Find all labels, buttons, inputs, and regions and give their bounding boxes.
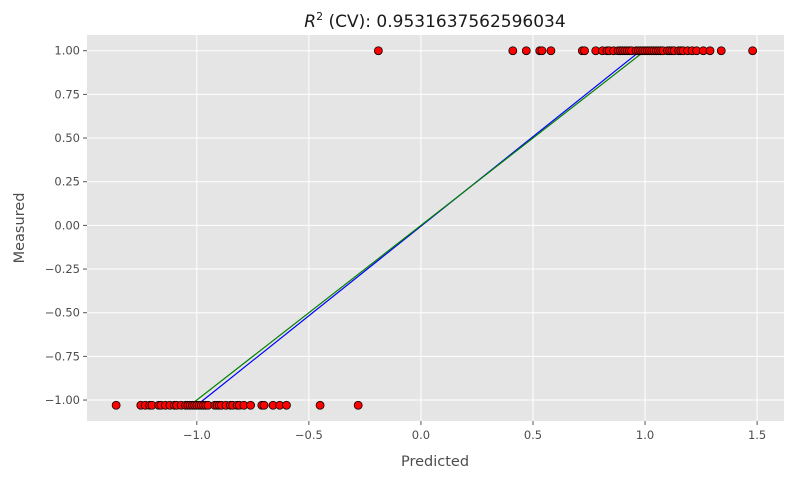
title-superscript: 2 (316, 10, 323, 23)
data-point (580, 46, 589, 56)
data-point (546, 46, 556, 56)
y-tick-label: −1.00 (45, 393, 80, 407)
plot-background (87, 35, 784, 421)
x-axis-label: Predicted (401, 454, 469, 470)
data-point (748, 46, 758, 56)
y-tick-label: −0.75 (45, 349, 80, 363)
data-point (373, 46, 383, 56)
x-tick-label: −0.5 (295, 428, 323, 442)
data-point (111, 400, 121, 410)
grid-lines (87, 35, 784, 421)
title-text: (CV): 0.9531637562596034 (323, 12, 566, 32)
x-tick-label: −1.0 (183, 428, 211, 442)
x-tick-label: 0.5 (524, 428, 542, 442)
y-tick-label: 1.00 (54, 44, 80, 58)
data-point (259, 400, 269, 410)
data-point (315, 400, 325, 410)
y-axis-ticks: 1.00 0.75 0.50 0.25 0.00 −0.25 −0.50 −0.75 −1.00 (45, 44, 87, 407)
data-point (705, 46, 715, 56)
data-point (246, 400, 256, 410)
x-tick-label: 1.0 (636, 428, 654, 442)
data-point (537, 46, 547, 56)
y-axis-label: Measured (12, 193, 28, 264)
x-tick-label: 1.5 (748, 428, 766, 442)
fit-line (196, 50, 641, 406)
y-tick-label: −0.25 (45, 262, 80, 276)
data-point (508, 46, 518, 56)
data-point (353, 400, 363, 410)
regression-lines (189, 50, 646, 406)
y-tick-label: 0.75 (54, 87, 80, 101)
y-tick-label: −0.50 (45, 306, 80, 320)
identity-line (189, 50, 646, 406)
data-point (282, 400, 291, 410)
data-points (111, 46, 758, 410)
y-tick-label: 0.00 (54, 218, 80, 232)
data-point (716, 46, 726, 56)
title-r: R (304, 12, 316, 32)
x-tick-label: 0.0 (412, 428, 430, 442)
chart-title: R2 (CV): 0.9531637562596034 (304, 10, 565, 32)
y-tick-label: 0.25 (54, 175, 80, 189)
y-tick-label: 0.50 (54, 131, 80, 145)
x-axis-ticks: −1.0 −0.5 0.0 0.5 1.0 1.5 (183, 421, 766, 442)
data-point (521, 46, 531, 56)
